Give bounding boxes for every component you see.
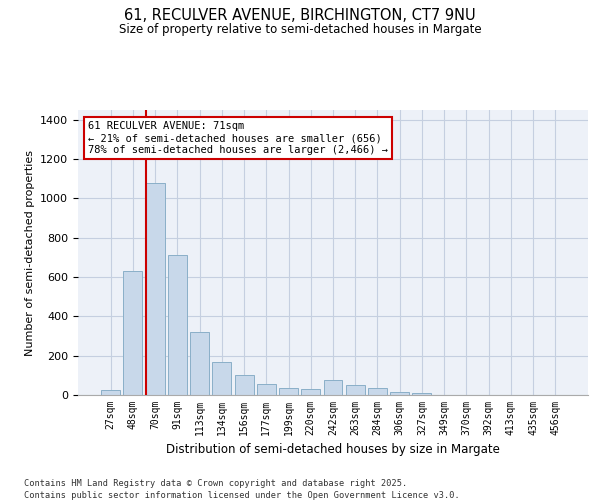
Bar	[190, 332, 209, 395]
Text: 61, RECULVER AVENUE, BIRCHINGTON, CT7 9NU: 61, RECULVER AVENUE, BIRCHINGTON, CT7 9N…	[124, 8, 476, 22]
Bar	[301, 390, 320, 395]
Text: Size of property relative to semi-detached houses in Margate: Size of property relative to semi-detach…	[119, 22, 481, 36]
Text: 61 RECULVER AVENUE: 71sqm
← 21% of semi-detached houses are smaller (656)
78% of: 61 RECULVER AVENUE: 71sqm ← 21% of semi-…	[88, 122, 388, 154]
Bar	[279, 388, 298, 395]
Bar	[346, 385, 365, 395]
Bar	[212, 362, 231, 395]
Bar	[124, 271, 142, 395]
Text: Distribution of semi-detached houses by size in Margate: Distribution of semi-detached houses by …	[166, 442, 500, 456]
Text: Contains public sector information licensed under the Open Government Licence v3: Contains public sector information licen…	[24, 491, 460, 500]
Y-axis label: Number of semi-detached properties: Number of semi-detached properties	[25, 150, 35, 356]
Bar	[146, 182, 164, 395]
Bar	[412, 393, 431, 395]
Bar	[390, 392, 409, 395]
Bar	[235, 376, 254, 395]
Bar	[101, 390, 120, 395]
Bar	[168, 256, 187, 395]
Text: Contains HM Land Registry data © Crown copyright and database right 2025.: Contains HM Land Registry data © Crown c…	[24, 479, 407, 488]
Bar	[257, 384, 276, 395]
Bar	[368, 388, 387, 395]
Bar	[323, 380, 343, 395]
